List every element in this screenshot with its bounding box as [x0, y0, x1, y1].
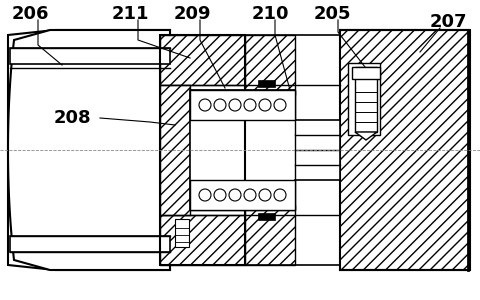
Polygon shape [8, 30, 170, 270]
Bar [160, 35, 245, 265]
Bar [245, 205, 295, 265]
Polygon shape [258, 80, 275, 87]
Text: 210: 210 [251, 5, 289, 23]
Bar [245, 35, 295, 95]
Bar [190, 90, 295, 210]
Circle shape [229, 99, 241, 111]
Bar [340, 30, 470, 270]
Bar [190, 180, 295, 210]
Circle shape [214, 189, 226, 201]
Circle shape [199, 99, 211, 111]
Circle shape [199, 189, 211, 201]
Circle shape [259, 189, 271, 201]
Polygon shape [8, 30, 170, 270]
Circle shape [274, 189, 286, 201]
Text: 205: 205 [313, 5, 351, 23]
Text: 207: 207 [429, 13, 467, 31]
Bar [160, 85, 190, 215]
Bar [190, 90, 295, 120]
Circle shape [244, 99, 256, 111]
Text: 206: 206 [11, 5, 49, 23]
Polygon shape [355, 132, 377, 140]
Bar [348, 63, 380, 135]
Bar [160, 215, 245, 265]
Polygon shape [245, 95, 340, 205]
Bar [175, 219, 189, 247]
Bar [10, 48, 170, 64]
Circle shape [259, 99, 271, 111]
Bar [352, 67, 380, 79]
Circle shape [214, 99, 226, 111]
Polygon shape [258, 213, 275, 220]
Text: 209: 209 [173, 5, 211, 23]
Circle shape [229, 189, 241, 201]
Circle shape [244, 189, 256, 201]
Bar [10, 236, 170, 252]
Bar [355, 67, 377, 132]
Bar [190, 90, 295, 120]
Text: 208: 208 [53, 109, 91, 127]
Circle shape [274, 99, 286, 111]
Bar [160, 35, 245, 85]
Text: 211: 211 [111, 5, 149, 23]
Bar [190, 180, 295, 210]
